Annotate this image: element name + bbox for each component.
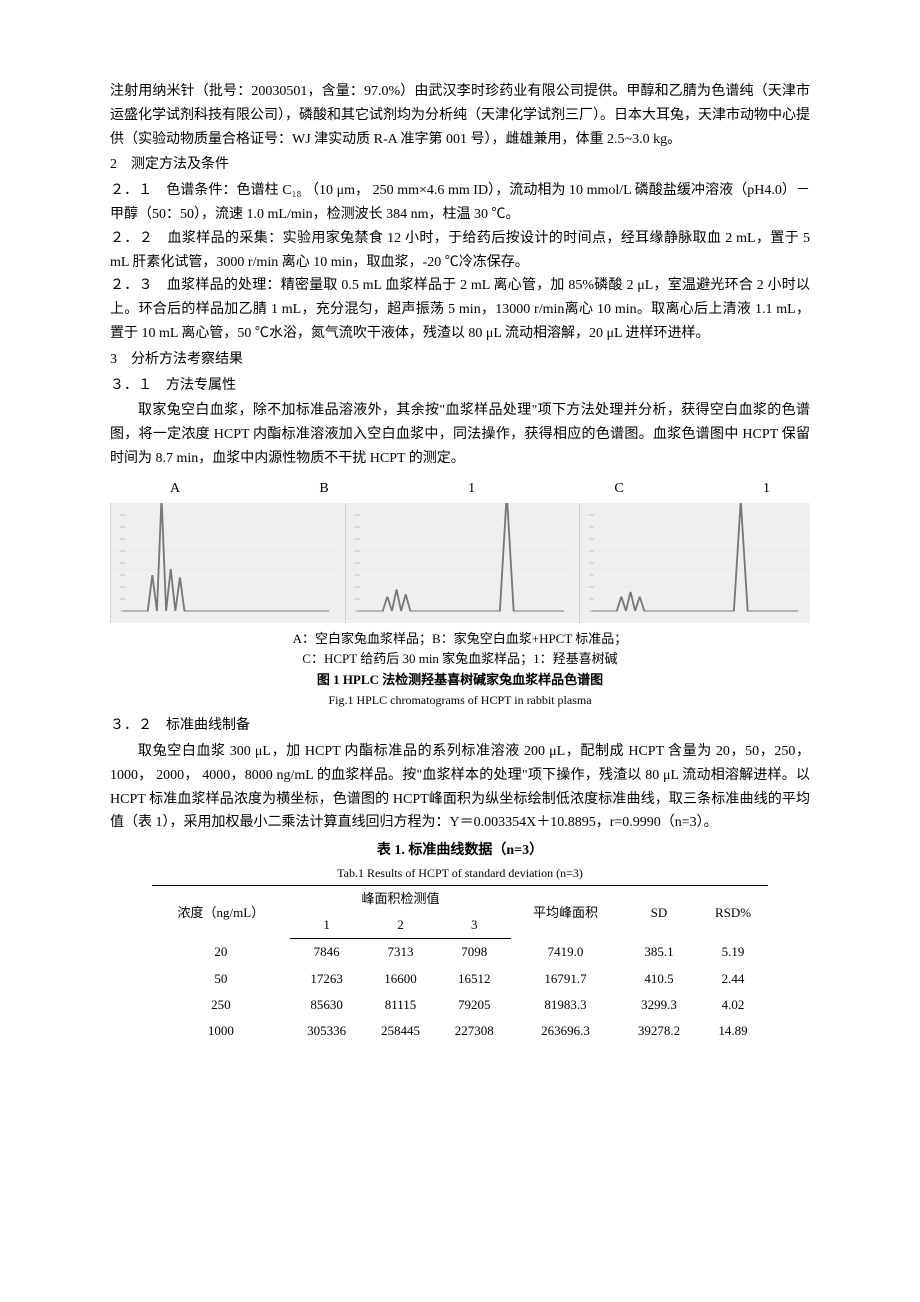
th-peak-det: 峰面积检测值 [290, 886, 511, 913]
chromatogram-row [110, 503, 810, 623]
table-cell: 3299.3 [620, 992, 698, 1018]
th-rsd: RSD% [698, 886, 768, 939]
section-2-3: ２．３ 血浆样品的处理：精密量取 0.5 mL 血浆样品于 2 mL 离心管，加… [110, 274, 810, 345]
th-sub-1: 1 [290, 912, 364, 939]
section-2-title: 2 测定方法及条件 [110, 153, 810, 177]
table-cell: 81983.3 [511, 992, 620, 1018]
table-cell: 410.5 [620, 966, 698, 992]
table-1-title: 表 1. 标准曲线数据（n=3） Tab.1 Results of HCPT o… [110, 839, 810, 883]
figure-title-en: Fig.1 HPLC chromatograms of HCPT in rabb… [110, 691, 810, 710]
chromatogram-panel-b [345, 503, 576, 623]
section-3-title: 3 分析方法考察结果 [110, 348, 810, 372]
panel-label-a: A [170, 477, 180, 501]
table-row: 207846731370987419.0385.15.19 [152, 939, 768, 966]
table-cell: 1000 [152, 1018, 290, 1044]
table-title-en: Tab.1 Results of HCPT of standard deviat… [110, 863, 810, 883]
table-cell: 258445 [364, 1018, 438, 1044]
th-avg: 平均峰面积 [511, 886, 620, 939]
table-title-cn: 表 1. 标准曲线数据（n=3） [377, 843, 543, 858]
table-cell: 85630 [290, 992, 364, 1018]
table-body: 207846731370987419.0385.15.1950172631660… [152, 939, 768, 1044]
th-sub-3: 3 [437, 912, 511, 939]
table-cell: 7313 [364, 939, 438, 966]
panel-label-1a: 1 [468, 477, 475, 501]
section-2-2: ２．２ 血浆样品的采集：实验用家兔禁食 12 小时，于给药后按设计的时间点，经耳… [110, 227, 810, 275]
paragraph-3-2: 取兔空白血浆 300 μL，加 HCPT 内酯标准品的系列标准溶液 200 μL… [110, 740, 810, 835]
table-cell: 305336 [290, 1018, 364, 1044]
caption-line-1: A：空白家兔血浆样品；B：家兔空白血浆+HPCT 标准品； [110, 629, 810, 650]
th-sd: SD [620, 886, 698, 939]
section-2-1: ２．１ 色谱条件：色谱柱 C₁₈ （10 μm， 250 mm×4.6 mm I… [110, 179, 810, 227]
table-row: 1000305336258445227308263696.339278.214.… [152, 1018, 768, 1044]
table-cell: 4.02 [698, 992, 768, 1018]
section-3-1-title: ３．１ 方法专属性 [110, 374, 810, 398]
table-cell: 16600 [364, 966, 438, 992]
table-cell: 263696.3 [511, 1018, 620, 1044]
paragraph-materials: 注射用纳米针（批号：20030501，含量：97.0%）由武汉李时珍药业有限公司… [110, 80, 810, 151]
table-cell: 7098 [437, 939, 511, 966]
table-cell: 2.44 [698, 966, 768, 992]
figure-caption: A：空白家兔血浆样品；B：家兔空白血浆+HPCT 标准品； C：HCPT 给药后… [110, 629, 810, 711]
table-cell: 227308 [437, 1018, 511, 1044]
table-cell: 16791.7 [511, 966, 620, 992]
th-sub-2: 2 [364, 912, 438, 939]
table-cell: 17263 [290, 966, 364, 992]
table-cell: 14.89 [698, 1018, 768, 1044]
table-cell: 7419.0 [511, 939, 620, 966]
figure-panel-labels: A B 1 C 1 [110, 477, 810, 501]
table-row: 25085630811157920581983.33299.34.02 [152, 992, 768, 1018]
table-1: 浓度（ng/mL） 峰面积检测值 平均峰面积 SD RSD% 1 2 3 207… [152, 885, 768, 1044]
table-cell: 20 [152, 939, 290, 966]
section-3-2-title: ３．２ 标准曲线制备 [110, 714, 810, 738]
table-cell: 81115 [364, 992, 438, 1018]
figure-1: A B 1 C 1 A：空白家兔血浆样品；B：家兔空白血浆+HPCT 标准品； … [110, 477, 810, 710]
panel-label-c: C [614, 477, 623, 501]
th-conc: 浓度（ng/mL） [152, 886, 290, 939]
chromatogram-panel-c [579, 503, 810, 623]
figure-title-cn: 图 1 HPLC 法检测羟基喜树碱家兔血浆样品色谱图 [110, 670, 810, 691]
table-cell: 79205 [437, 992, 511, 1018]
table-cell: 5.19 [698, 939, 768, 966]
table-cell: 385.1 [620, 939, 698, 966]
chromatogram-panel-a [110, 503, 341, 623]
table-cell: 7846 [290, 939, 364, 966]
panel-label-b: B [319, 477, 328, 501]
table-cell: 16512 [437, 966, 511, 992]
paragraph-3-1: 取家兔空白血浆，除不加标准品溶液外，其余按"血浆样品处理"项下方法处理并分析，获… [110, 399, 810, 470]
table-row: 5017263166001651216791.7410.52.44 [152, 966, 768, 992]
caption-line-2: C：HCPT 给药后 30 min 家兔血浆样品；1：羟基喜树碱 [110, 649, 810, 670]
table-cell: 250 [152, 992, 290, 1018]
table-cell: 50 [152, 966, 290, 992]
panel-label-1b: 1 [763, 477, 770, 501]
table-cell: 39278.2 [620, 1018, 698, 1044]
